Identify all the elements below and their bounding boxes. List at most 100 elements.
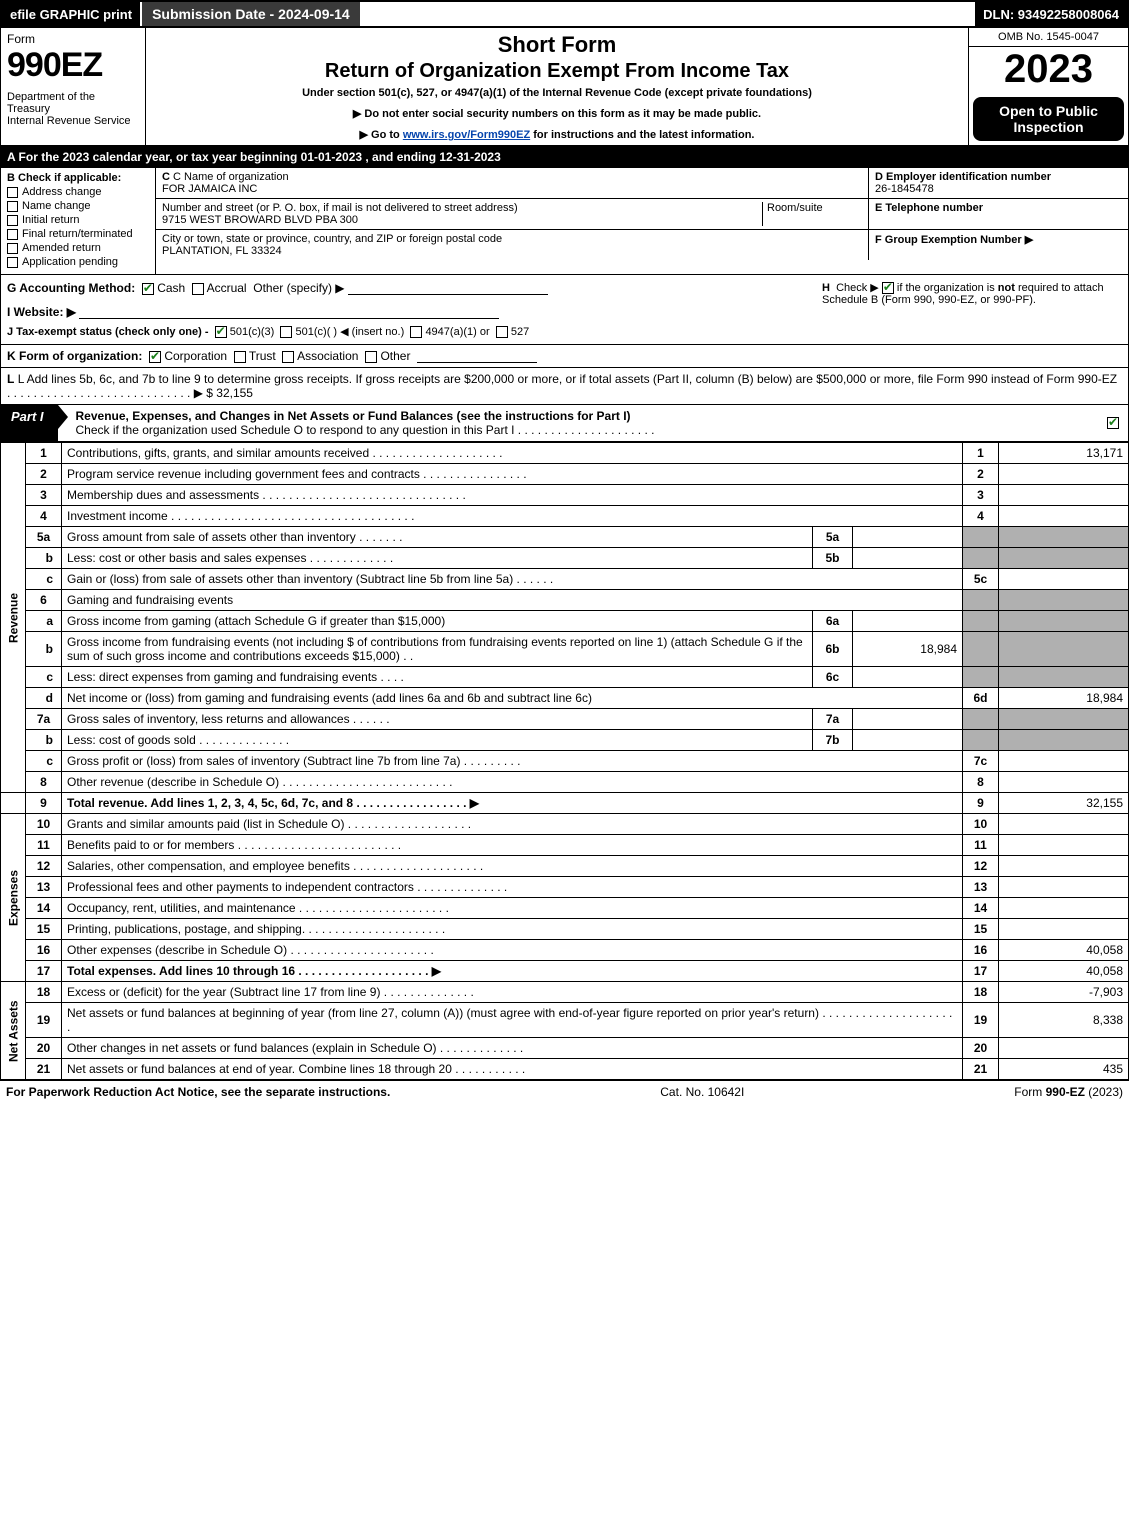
part-i-table: Revenue 1 Contributions, gifts, grants, … <box>0 442 1129 1080</box>
line-desc: Less: cost or other basis and sales expe… <box>62 548 813 569</box>
part-i-header: Part I Revenue, Expenses, and Changes in… <box>0 405 1129 442</box>
checkbox-icon <box>7 229 18 240</box>
mini-val <box>853 548 963 569</box>
row-l: L L Add lines 5b, 6c, and 7b to line 9 t… <box>0 368 1129 405</box>
ln: 17 <box>26 961 62 982</box>
line-desc: Membership dues and assessments . . . . … <box>62 485 963 506</box>
part-i-tab: Part I <box>1 405 58 441</box>
chk-trust[interactable] <box>234 351 246 363</box>
col-ln: 8 <box>963 772 999 793</box>
open-to-public: Open to Public Inspection <box>973 97 1124 141</box>
shade-cell <box>999 730 1129 751</box>
row-j-label: J Tax-exempt status (check only one) - <box>7 326 209 338</box>
box-b-label: B Check if applicable: <box>7 172 149 184</box>
chk-initial-return[interactable]: Initial return <box>7 214 149 226</box>
shade-cell <box>963 632 999 667</box>
col-val <box>999 464 1129 485</box>
checkbox-icon <box>7 257 18 268</box>
chk-schedule-b[interactable] <box>882 282 894 294</box>
mini-ln: 5b <box>813 548 853 569</box>
part-i-title-text: Revenue, Expenses, and Changes in Net As… <box>76 409 631 423</box>
ln: c <box>26 667 62 688</box>
mini-ln: 7a <box>813 709 853 730</box>
line-desc: Other expenses (describe in Schedule O) … <box>62 940 963 961</box>
section-expenses: Expenses <box>1 814 26 982</box>
line-desc: Occupancy, rent, utilities, and maintena… <box>62 898 963 919</box>
footer-left: For Paperwork Reduction Act Notice, see … <box>6 1085 390 1099</box>
page-footer: For Paperwork Reduction Act Notice, see … <box>0 1080 1129 1103</box>
line-desc: Grants and similar amounts paid (list in… <box>62 814 963 835</box>
box-c-addr: Number and street (or P. O. box, if mail… <box>156 199 868 229</box>
irs-link[interactable]: www.irs.gov/Form990EZ <box>403 129 530 141</box>
col-ln: 19 <box>963 1003 999 1038</box>
shade-cell <box>999 667 1129 688</box>
chk-application-pending[interactable]: Application pending <box>7 256 149 268</box>
ln: 11 <box>26 835 62 856</box>
mini-ln: 6c <box>813 667 853 688</box>
chk-name-change[interactable]: Name change <box>7 200 149 212</box>
website-blank <box>79 305 499 319</box>
topbar: efile GRAPHIC print Submission Date - 20… <box>0 0 1129 28</box>
shade-cell <box>963 667 999 688</box>
other-blank <box>348 281 548 295</box>
tax-year: 2023 <box>969 47 1128 95</box>
opt-trust: Trust <box>249 349 276 363</box>
chk-501c[interactable] <box>280 326 292 338</box>
dept-treasury: Department of the Treasury Internal Reve… <box>7 91 139 127</box>
form-header: Form 990EZ Department of the Treasury In… <box>0 28 1129 146</box>
ln: 7a <box>26 709 62 730</box>
shade-cell <box>963 709 999 730</box>
ln: b <box>26 548 62 569</box>
opt-other: Other (specify) ▶ <box>253 281 344 295</box>
col-val <box>999 898 1129 919</box>
ln: 15 <box>26 919 62 940</box>
chk-accrual[interactable] <box>192 283 204 295</box>
chk-501c3[interactable] <box>215 326 227 338</box>
col-val <box>999 1038 1129 1059</box>
box-d-label: D Employer identification number <box>875 171 1051 183</box>
chk-amended-return[interactable]: Amended return <box>7 242 149 254</box>
chk-527[interactable] <box>496 326 508 338</box>
ln: 10 <box>26 814 62 835</box>
shade-cell <box>999 611 1129 632</box>
ln: 21 <box>26 1059 62 1080</box>
mini-ln: 6a <box>813 611 853 632</box>
col-ln: 7c <box>963 751 999 772</box>
col-val <box>999 506 1129 527</box>
line-desc: Net income or (loss) from gaming and fun… <box>62 688 963 709</box>
line-desc: Investment income . . . . . . . . . . . … <box>62 506 963 527</box>
mini-val <box>853 730 963 751</box>
topbar-gap <box>362 2 975 26</box>
col-ln: 5c <box>963 569 999 590</box>
mini-val <box>853 611 963 632</box>
chk-other-org[interactable] <box>365 351 377 363</box>
box-c-label: C Name of organization <box>173 171 289 183</box>
line-desc-bold: Total revenue. Add lines 1, 2, 3, 4, 5c,… <box>67 796 479 810</box>
line-desc: Less: cost of goods sold . . . . . . . .… <box>62 730 813 751</box>
chk-assoc[interactable] <box>282 351 294 363</box>
chk-final-return[interactable]: Final return/terminated <box>7 228 149 240</box>
box-c-city: City or town, state or province, country… <box>156 230 868 260</box>
chk-address-change[interactable]: Address change <box>7 186 149 198</box>
chk-schedule-o[interactable] <box>1107 417 1119 429</box>
ein: 26-1845478 <box>875 183 1122 195</box>
footer-right-post: (2023) <box>1085 1085 1123 1099</box>
row-h: H Check ▶ if the organization is not req… <box>822 281 1122 338</box>
col-val: 13,171 <box>999 443 1129 464</box>
shade-cell <box>999 590 1129 611</box>
part-i-subtitle: Check if the organization used Schedule … <box>76 423 655 437</box>
shade-cell <box>999 709 1129 730</box>
line-desc: Gross income from fundraising events (no… <box>62 632 813 667</box>
box-f-label: F Group Exemption Number ▶ <box>875 234 1033 246</box>
mini-val <box>853 709 963 730</box>
col-val <box>999 877 1129 898</box>
col-ln: 2 <box>963 464 999 485</box>
ln: 12 <box>26 856 62 877</box>
chk-4947[interactable] <box>410 326 422 338</box>
col-ln: 18 <box>963 982 999 1003</box>
ln: d <box>26 688 62 709</box>
shade-cell <box>963 611 999 632</box>
chk-corp[interactable] <box>149 351 161 363</box>
checkbox-icon <box>7 187 18 198</box>
chk-cash[interactable] <box>142 283 154 295</box>
